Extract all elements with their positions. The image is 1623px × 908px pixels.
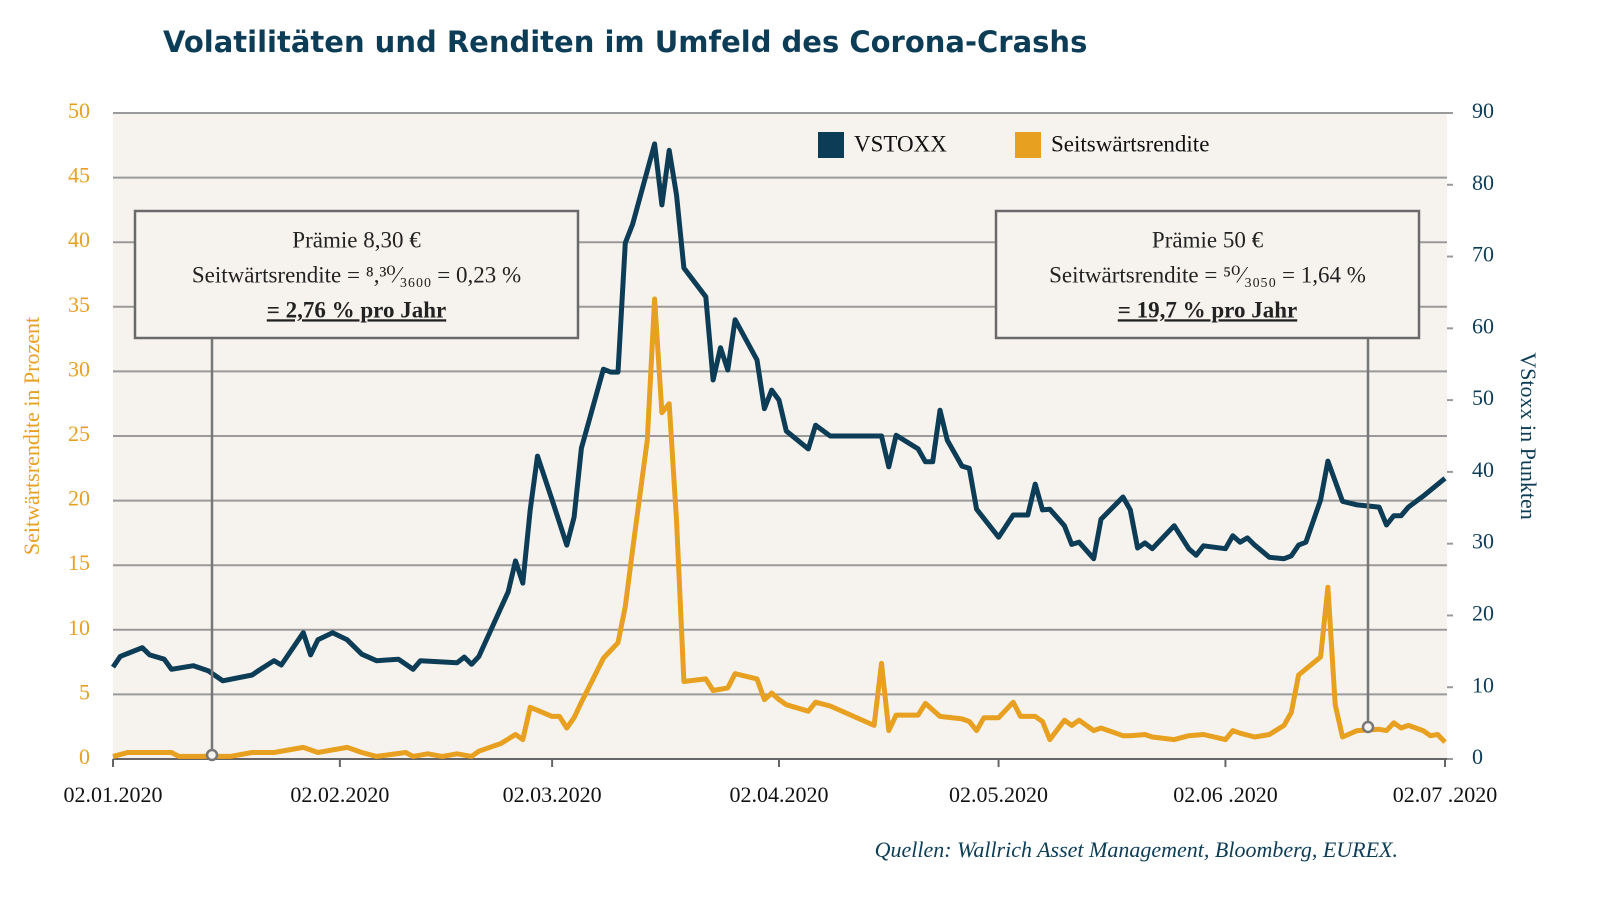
y2-tick-label: 90 [1472,98,1494,123]
y2-tick-label: 20 [1472,600,1494,625]
y2-tick-label: 30 [1472,529,1494,554]
y2-tick-label: 70 [1472,242,1494,267]
y-tick-label: 40 [68,227,90,252]
series-line [112,296,1447,759]
y2-tick-label: 10 [1472,672,1494,697]
x-tick-label: 02.07 .2020 [1393,782,1498,807]
annotation-box [133,209,580,340]
y-tick-label: 15 [68,550,90,575]
y2-tick-label: 80 [1472,170,1494,195]
x-tick-label: 02.02.2020 [290,782,389,807]
y-tick-label: 25 [68,421,90,446]
x-tick-label: 02.04.2020 [730,782,829,807]
source-note: Quellen: Wallrich Asset Management, Bloo… [875,837,1398,862]
legend-label: Seitswärtsrendite [1051,131,1209,156]
y-tick-label: 50 [68,98,90,123]
y-tick-label: 20 [68,486,90,511]
y2-axis-title: VStoxx in Punkten [1516,352,1541,519]
annotation-text: = 19,7 % pro Jahr [1118,297,1297,322]
y-tick-label: 30 [68,356,90,381]
y2-tick-label: 50 [1472,385,1494,410]
x-tick-label: 02.06 .2020 [1173,782,1278,807]
y2-tick-label: 40 [1472,457,1494,482]
x-tick-label: 02.05.2020 [949,782,1048,807]
y-tick-label: 0 [79,744,90,769]
annotation-text: Prämie 8,30 € [292,227,421,252]
annotation-text: Seitwärtsrendite = ⁸,³⁰⁄₃₆₀₀ = 0,23 % [192,262,521,287]
x-tick-label: 02.03.2020 [503,782,602,807]
y-tick-label: 35 [68,292,90,317]
x-tick-label: 02.01.2020 [64,782,163,807]
annotation-point [1361,720,1375,734]
legend-label: VSTOXX [854,131,947,156]
legend-swatch [1015,132,1041,158]
y-tick-label: 45 [68,163,90,188]
y2-tick-label: 60 [1472,313,1494,338]
annotation-point [205,748,219,762]
legend-swatch [818,132,844,158]
annotation-text: Seitwärtsrendite = ⁵⁰⁄₃₀₅₀ = 1,64 % [1049,262,1366,287]
chart-title: Volatilitäten und Renditen im Umfeld des… [163,25,1087,59]
y-axis-title: Seitwärtsrendite in Prozent [19,317,44,555]
annotation-text: = 2,76 % pro Jahr [267,297,446,322]
y-tick-label: 10 [68,615,90,640]
annotation-box [994,209,1421,340]
y2-tick-label: 0 [1472,744,1483,769]
y-tick-label: 5 [79,679,90,704]
series-line [110,141,1447,684]
annotation-text: Prämie 50 € [1152,227,1264,252]
